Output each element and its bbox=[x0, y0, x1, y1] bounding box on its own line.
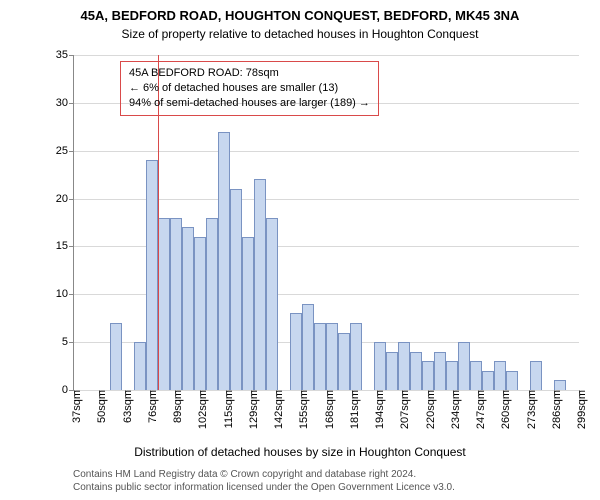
annotation-line: 94% of semi-detached houses are larger (… bbox=[129, 96, 370, 111]
histogram-bar bbox=[398, 342, 410, 390]
histogram-bar bbox=[254, 179, 266, 390]
histogram-bar bbox=[158, 218, 170, 390]
histogram-bar bbox=[242, 237, 254, 390]
histogram-bar bbox=[374, 342, 386, 390]
histogram-bar bbox=[338, 333, 350, 390]
histogram-bar bbox=[230, 189, 242, 390]
histogram-bar bbox=[386, 352, 398, 390]
histogram-bar bbox=[110, 323, 122, 390]
xtick-label: 142sqm bbox=[267, 390, 285, 429]
xtick-label: 168sqm bbox=[318, 390, 336, 429]
chart-title-sub: Size of property relative to detached ho… bbox=[0, 23, 600, 41]
xtick-label: 260sqm bbox=[494, 390, 512, 429]
xtick-label: 63sqm bbox=[116, 390, 134, 423]
plot-area: 0510152025303537sqm50sqm63sqm76sqm89sqm1… bbox=[73, 55, 579, 391]
xtick-label: 220sqm bbox=[419, 390, 437, 429]
annotation-line: ← 6% of detached houses are smaller (13) bbox=[129, 81, 370, 96]
xtick-label: 155sqm bbox=[292, 390, 310, 429]
histogram-bar bbox=[410, 352, 422, 390]
histogram-bar bbox=[302, 304, 314, 390]
xtick-label: 247sqm bbox=[469, 390, 487, 429]
xtick-label: 234sqm bbox=[444, 390, 462, 429]
histogram-bar bbox=[182, 227, 194, 390]
xtick-label: 115sqm bbox=[217, 390, 235, 428]
xtick-label: 194sqm bbox=[368, 390, 386, 429]
xtick-label: 129sqm bbox=[242, 390, 260, 429]
ytick-label: 30 bbox=[56, 97, 74, 109]
histogram-bar bbox=[482, 371, 494, 390]
histogram-bar bbox=[266, 218, 278, 390]
chart-title-main: 45A, BEDFORD ROAD, HOUGHTON CONQUEST, BE… bbox=[0, 0, 600, 23]
xtick-label: 102sqm bbox=[191, 390, 209, 429]
histogram-bar bbox=[506, 371, 518, 390]
histogram-bar bbox=[206, 218, 218, 390]
histogram-bar bbox=[458, 342, 470, 390]
histogram-bar bbox=[446, 361, 458, 390]
histogram-bar bbox=[530, 361, 542, 390]
footer-line-1: Contains HM Land Registry data © Crown c… bbox=[73, 468, 455, 481]
histogram-bar bbox=[350, 323, 362, 390]
histogram-bar bbox=[494, 361, 506, 390]
histogram-bar bbox=[194, 237, 206, 390]
histogram-bar bbox=[470, 361, 482, 390]
ytick-label: 20 bbox=[56, 193, 74, 205]
histogram-bar bbox=[146, 160, 158, 390]
chart-container: 45A, BEDFORD ROAD, HOUGHTON CONQUEST, BE… bbox=[0, 0, 600, 500]
footer-line-2: Contains public sector information licen… bbox=[73, 481, 455, 494]
ytick-label: 5 bbox=[62, 336, 74, 348]
histogram-bar bbox=[290, 313, 302, 390]
annotation-box: 45A BEDFORD ROAD: 78sqm← 6% of detached … bbox=[120, 61, 379, 116]
histogram-bar bbox=[326, 323, 338, 390]
ytick-label: 15 bbox=[56, 240, 74, 252]
histogram-bar bbox=[314, 323, 326, 390]
histogram-bar bbox=[434, 352, 446, 390]
histogram-bar bbox=[218, 132, 230, 390]
grid-line bbox=[74, 55, 579, 56]
ytick-label: 10 bbox=[56, 288, 74, 300]
histogram-bar bbox=[134, 342, 146, 390]
histogram-bar bbox=[170, 218, 182, 390]
histogram-bar bbox=[422, 361, 434, 390]
x-axis-title: Distribution of detached houses by size … bbox=[0, 445, 600, 459]
xtick-label: 37sqm bbox=[65, 390, 83, 423]
annotation-line: 45A BEDFORD ROAD: 78sqm bbox=[129, 66, 370, 81]
ytick-label: 35 bbox=[56, 49, 74, 61]
xtick-label: 299sqm bbox=[570, 390, 588, 429]
footer-attribution: Contains HM Land Registry data © Crown c… bbox=[73, 468, 455, 494]
grid-line bbox=[74, 151, 579, 152]
xtick-label: 89sqm bbox=[166, 390, 184, 423]
xtick-label: 286sqm bbox=[545, 390, 563, 429]
ytick-label: 25 bbox=[56, 145, 74, 157]
histogram-bar bbox=[554, 380, 566, 390]
xtick-label: 207sqm bbox=[393, 390, 411, 429]
xtick-label: 273sqm bbox=[520, 390, 538, 429]
xtick-label: 181sqm bbox=[343, 390, 361, 429]
xtick-label: 50sqm bbox=[90, 390, 108, 423]
xtick-label: 76sqm bbox=[141, 390, 159, 423]
